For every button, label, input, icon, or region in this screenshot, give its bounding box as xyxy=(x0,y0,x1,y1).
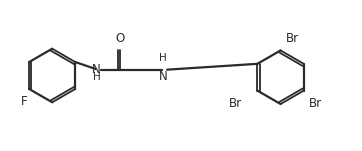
Text: O: O xyxy=(115,32,125,45)
Text: F: F xyxy=(21,95,27,108)
Text: N: N xyxy=(92,63,101,76)
Text: Br: Br xyxy=(229,97,242,110)
Text: Br: Br xyxy=(309,97,322,110)
Text: H: H xyxy=(93,72,101,82)
Text: H: H xyxy=(159,53,167,63)
Text: N: N xyxy=(159,70,167,83)
Text: Br: Br xyxy=(286,32,299,45)
